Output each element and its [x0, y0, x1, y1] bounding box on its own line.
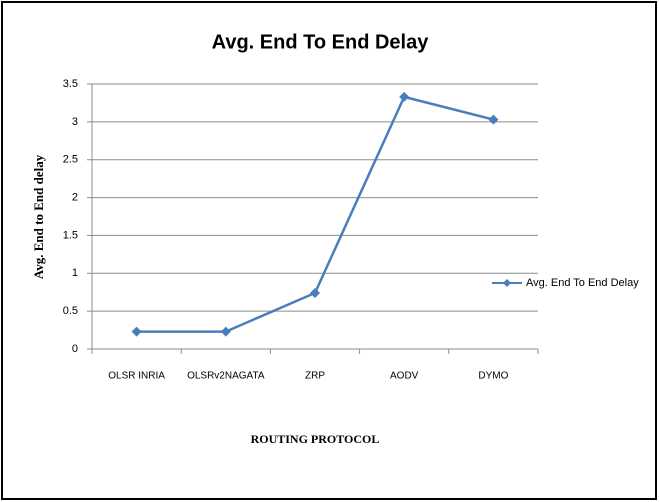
x-tick-label: OLSRv2NAGATA	[187, 371, 265, 382]
legend-marker	[503, 279, 511, 287]
y-axis-label: Avg. End to End delay	[31, 154, 46, 279]
chart-title: Avg. End To End Delay	[212, 31, 430, 53]
x-tick-label: OLSR INRIA	[108, 371, 165, 382]
x-tick-label: AODV	[390, 371, 419, 382]
y-tick-label: 1	[72, 267, 78, 279]
data-point	[310, 287, 320, 298]
y-tick-label: 2	[72, 191, 78, 203]
x-tick-label: ZRP	[305, 371, 325, 382]
legend-label: Avg. End To End Delay	[526, 277, 639, 289]
y-tick-label: 0	[72, 343, 78, 355]
y-tick-label: 0.5	[63, 305, 78, 317]
data-point	[399, 91, 410, 102]
y-tick-label: 3.5	[63, 78, 78, 90]
data-point	[220, 326, 231, 337]
data-point	[488, 114, 499, 125]
y-tick-label: 2.5	[63, 154, 78, 166]
x-axis-label: ROUTING PROTOCOL	[251, 432, 380, 446]
y-tick-label: 3	[72, 116, 78, 128]
y-tick-label: 1.5	[63, 229, 78, 241]
data-point	[131, 326, 142, 337]
x-tick-label: DYMO	[478, 371, 508, 382]
